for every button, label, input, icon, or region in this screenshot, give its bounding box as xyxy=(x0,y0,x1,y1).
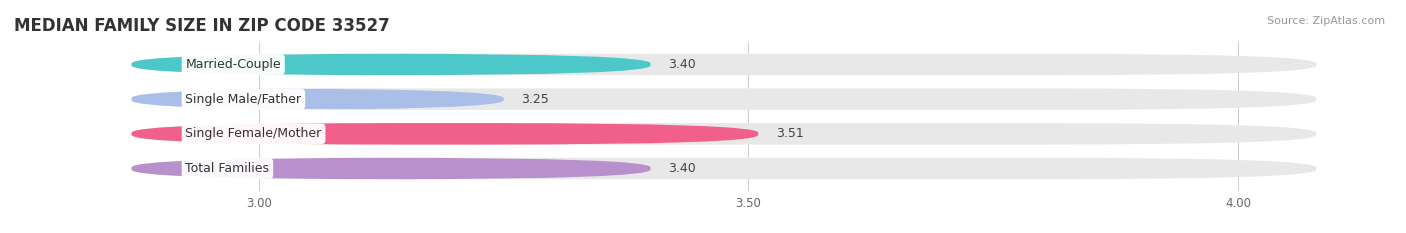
FancyBboxPatch shape xyxy=(132,54,651,75)
FancyBboxPatch shape xyxy=(132,158,651,179)
Text: 3.25: 3.25 xyxy=(522,93,548,106)
FancyBboxPatch shape xyxy=(132,158,1316,179)
Text: Married-Couple: Married-Couple xyxy=(186,58,281,71)
Text: Single Male/Father: Single Male/Father xyxy=(186,93,301,106)
Text: 3.40: 3.40 xyxy=(668,58,696,71)
FancyBboxPatch shape xyxy=(132,88,1316,110)
Text: Total Families: Total Families xyxy=(186,162,270,175)
FancyBboxPatch shape xyxy=(132,123,758,145)
FancyBboxPatch shape xyxy=(132,54,1316,75)
Text: 3.40: 3.40 xyxy=(668,162,696,175)
Text: Single Female/Mother: Single Female/Mother xyxy=(186,127,322,140)
Text: MEDIAN FAMILY SIZE IN ZIP CODE 33527: MEDIAN FAMILY SIZE IN ZIP CODE 33527 xyxy=(14,17,389,35)
Text: 3.51: 3.51 xyxy=(776,127,804,140)
Text: Source: ZipAtlas.com: Source: ZipAtlas.com xyxy=(1267,16,1385,26)
FancyBboxPatch shape xyxy=(132,88,503,110)
FancyBboxPatch shape xyxy=(132,123,1316,145)
